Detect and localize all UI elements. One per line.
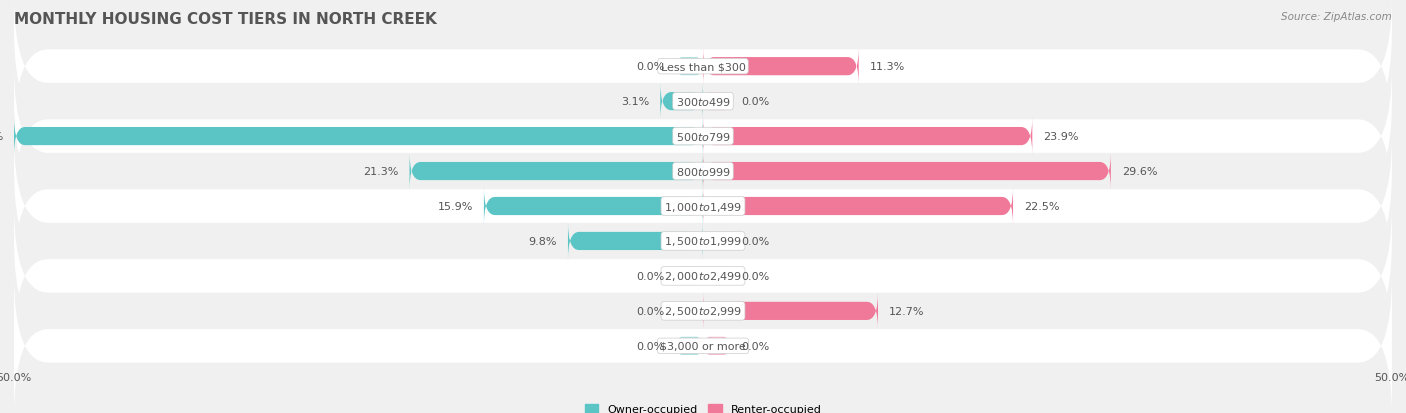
Text: $1,000 to $1,499: $1,000 to $1,499 bbox=[664, 200, 742, 213]
Text: 0.0%: 0.0% bbox=[741, 341, 770, 351]
Text: 9.8%: 9.8% bbox=[529, 236, 557, 247]
Text: 21.3%: 21.3% bbox=[363, 166, 398, 177]
Text: $2,500 to $2,999: $2,500 to $2,999 bbox=[664, 305, 742, 318]
Text: 0.0%: 0.0% bbox=[636, 271, 665, 281]
Legend: Owner-occupied, Renter-occupied: Owner-occupied, Renter-occupied bbox=[585, 404, 821, 413]
FancyBboxPatch shape bbox=[703, 232, 731, 250]
Text: $1,500 to $1,999: $1,500 to $1,999 bbox=[664, 235, 742, 248]
Text: $3,000 or more: $3,000 or more bbox=[661, 341, 745, 351]
FancyBboxPatch shape bbox=[484, 188, 703, 225]
Text: 0.0%: 0.0% bbox=[636, 341, 665, 351]
Text: Source: ZipAtlas.com: Source: ZipAtlas.com bbox=[1281, 12, 1392, 22]
FancyBboxPatch shape bbox=[703, 292, 877, 330]
Text: $300 to $499: $300 to $499 bbox=[675, 96, 731, 108]
FancyBboxPatch shape bbox=[703, 153, 1111, 190]
Text: 0.0%: 0.0% bbox=[636, 306, 665, 316]
FancyBboxPatch shape bbox=[14, 101, 1392, 242]
FancyBboxPatch shape bbox=[675, 267, 703, 285]
Text: Less than $300: Less than $300 bbox=[661, 62, 745, 72]
FancyBboxPatch shape bbox=[14, 0, 1392, 138]
Text: $2,000 to $2,499: $2,000 to $2,499 bbox=[664, 270, 742, 283]
Text: 0.0%: 0.0% bbox=[741, 271, 770, 281]
FancyBboxPatch shape bbox=[675, 58, 703, 76]
FancyBboxPatch shape bbox=[703, 48, 859, 86]
Text: 22.5%: 22.5% bbox=[1024, 202, 1060, 211]
FancyBboxPatch shape bbox=[409, 153, 703, 190]
Text: 0.0%: 0.0% bbox=[741, 97, 770, 107]
Text: 23.9%: 23.9% bbox=[1043, 132, 1078, 142]
Text: 29.6%: 29.6% bbox=[1122, 166, 1157, 177]
FancyBboxPatch shape bbox=[703, 267, 731, 285]
Text: 3.1%: 3.1% bbox=[621, 97, 650, 107]
Text: 50.0%: 50.0% bbox=[0, 132, 3, 142]
Text: $500 to $799: $500 to $799 bbox=[675, 131, 731, 143]
Text: 11.3%: 11.3% bbox=[870, 62, 905, 72]
FancyBboxPatch shape bbox=[14, 66, 1392, 207]
Text: MONTHLY HOUSING COST TIERS IN NORTH CREEK: MONTHLY HOUSING COST TIERS IN NORTH CREE… bbox=[14, 12, 437, 27]
FancyBboxPatch shape bbox=[703, 188, 1012, 225]
FancyBboxPatch shape bbox=[14, 241, 1392, 382]
FancyBboxPatch shape bbox=[14, 171, 1392, 312]
FancyBboxPatch shape bbox=[675, 337, 703, 355]
FancyBboxPatch shape bbox=[703, 93, 731, 111]
Text: 0.0%: 0.0% bbox=[741, 236, 770, 247]
FancyBboxPatch shape bbox=[568, 223, 703, 260]
FancyBboxPatch shape bbox=[14, 206, 1392, 347]
FancyBboxPatch shape bbox=[703, 118, 1032, 156]
Text: 12.7%: 12.7% bbox=[889, 306, 925, 316]
Text: 0.0%: 0.0% bbox=[636, 62, 665, 72]
Text: 15.9%: 15.9% bbox=[437, 202, 472, 211]
FancyBboxPatch shape bbox=[703, 337, 731, 355]
FancyBboxPatch shape bbox=[14, 31, 1392, 172]
FancyBboxPatch shape bbox=[14, 136, 1392, 277]
FancyBboxPatch shape bbox=[14, 275, 1392, 413]
FancyBboxPatch shape bbox=[675, 302, 703, 320]
Text: $800 to $999: $800 to $999 bbox=[675, 166, 731, 178]
FancyBboxPatch shape bbox=[661, 83, 703, 121]
FancyBboxPatch shape bbox=[14, 118, 703, 156]
